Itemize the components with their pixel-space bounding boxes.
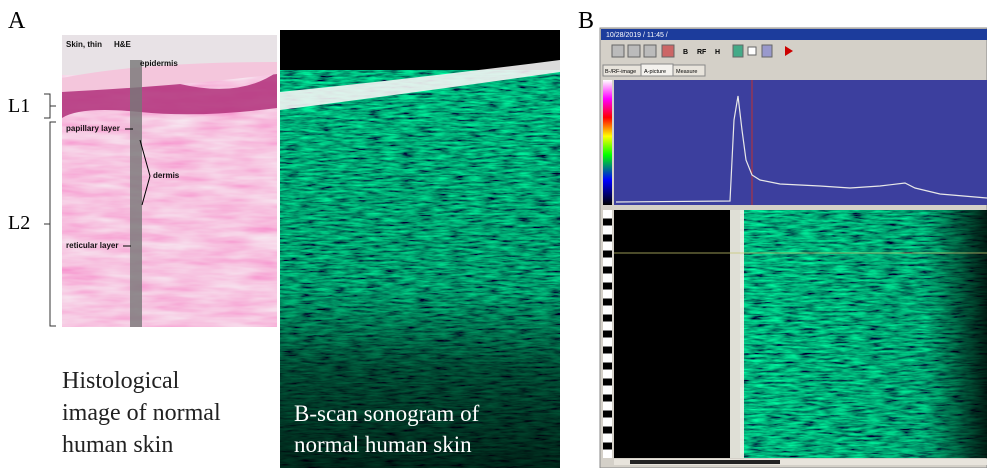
histology-label: epidermis — [140, 59, 178, 68]
pointer — [139, 139, 151, 206]
histology-caption: image of normal — [62, 400, 221, 426]
tool-button[interactable] — [747, 46, 757, 56]
scrollbar[interactable] — [614, 459, 987, 465]
software-window: 10/28/2019 / 11:45 / B RF H B-/RF-image … — [599, 27, 987, 468]
tool-button-label[interactable]: RF — [697, 49, 707, 56]
sonogram: B-scan sonogram of normal human skin — [280, 30, 560, 468]
tool-button[interactable] — [643, 44, 657, 58]
histology-image: Skin, thin H&E epidermis papillary layer… — [62, 35, 277, 327]
histology-caption: human skin — [62, 432, 173, 458]
tab-label[interactable]: A-picture — [644, 69, 666, 75]
sonogram-caption: B-scan sonogram of — [294, 401, 480, 426]
a-scan-plot — [614, 80, 987, 205]
stratum-corneum — [62, 62, 277, 92]
b-scan-fade — [740, 210, 987, 458]
window-title: 10/28/2019 / 11:45 / — [606, 32, 668, 39]
depth-fade — [280, 70, 560, 468]
entry-echo — [280, 60, 560, 110]
histology-caption: Histological — [62, 368, 180, 394]
histology-label: reticular layer — [66, 241, 118, 250]
title-bar — [601, 29, 987, 40]
tool-button[interactable] — [611, 44, 625, 58]
toolbar: B RF H — [611, 44, 793, 58]
tool-button[interactable] — [627, 44, 641, 58]
bracket — [44, 93, 56, 119]
bracket — [44, 121, 56, 327]
tool-button-label[interactable]: B — [683, 49, 688, 56]
tool-button[interactable] — [661, 44, 675, 58]
panel-label: B — [578, 8, 594, 34]
tool-button-label[interactable]: H — [715, 49, 720, 56]
tab-label[interactable]: B-/RF-image — [605, 69, 636, 75]
histology-title: Skin, thin — [66, 40, 102, 49]
histology-stain: H&E — [114, 40, 132, 49]
sampling-column — [130, 60, 142, 327]
histology-label: papillary layer — [66, 124, 120, 133]
ruler-marks — [603, 218, 612, 450]
scroll-thumb[interactable] — [630, 460, 780, 464]
a-scan-trace — [615, 95, 987, 203]
layer-label: L1 — [8, 95, 30, 117]
tool-button[interactable] — [761, 44, 773, 58]
color-scale — [603, 80, 612, 205]
sonogram-caption: normal human skin — [294, 432, 472, 457]
layer-label: L2 — [8, 212, 30, 234]
entry-echo — [730, 210, 744, 458]
tool-button[interactable] — [732, 44, 744, 58]
histology-label: dermis — [153, 171, 180, 180]
tab[interactable] — [672, 64, 706, 77]
play-button[interactable] — [785, 46, 793, 56]
panel-label: A — [8, 8, 26, 34]
tab-label[interactable]: Measure — [676, 69, 697, 75]
